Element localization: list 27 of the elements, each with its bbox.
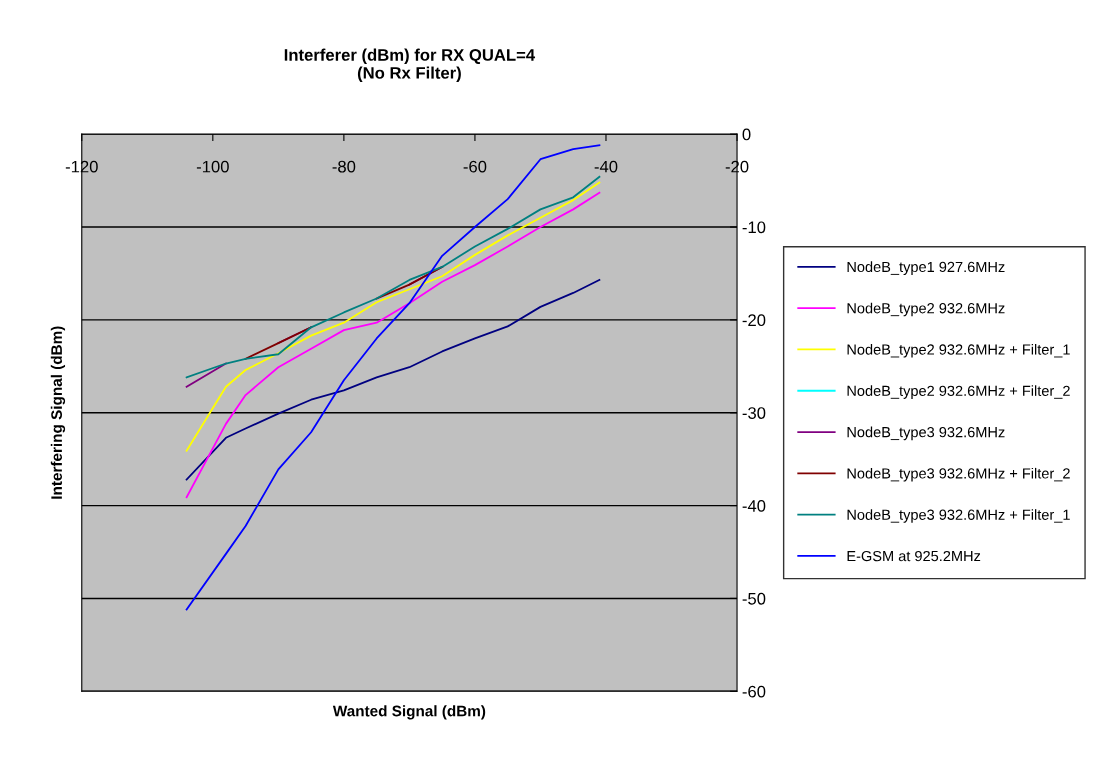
y-tick-label: -60 (742, 685, 766, 698)
line-series (185, 181, 601, 452)
x-tick-label: -20 (725, 160, 749, 173)
y-tick-label: -50 (742, 592, 766, 605)
x-tick-label: -60 (463, 160, 487, 173)
chart-title: Interferer (dBm) for RX QUAL=4 (No Rx Filter) (284, 48, 536, 83)
x-tick-label: -80 (332, 160, 356, 173)
x-axis-title: Wanted Signal (dBm) (332, 705, 486, 720)
y-tick-label: -20 (742, 314, 766, 327)
legend-label: NodeB_type2 932.6MHz + Filter_1 (847, 343, 1070, 358)
y-tick-label: -30 (742, 407, 766, 419)
legend-label: NodeB_type3 932.6MHz (847, 426, 1005, 441)
x-tick-label: -100 (196, 160, 229, 173)
legend-label: NodeB_type3 932.6MHz + Filter_2 (847, 467, 1070, 482)
y-axis-title: Interfering Signal (dBm) (50, 326, 66, 499)
legend-label: NodeB_type1 927.6MHz (847, 261, 1005, 275)
y-tick-label: -40 (742, 499, 766, 512)
line-series (185, 191, 601, 499)
legend-label: NodeB_type3 932.6MHz + Filter_1 (847, 509, 1070, 523)
legend-label: E-GSM at 925.2MHz (847, 550, 981, 562)
legend-label: NodeB_type2 932.6MHz + Filter_2 (847, 385, 1070, 399)
line-series (185, 175, 601, 379)
y-tick-label: 0 (742, 128, 751, 141)
y-tick-label: -10 (742, 221, 766, 234)
legend-label: NodeB_type2 932.6MHz (847, 302, 1005, 317)
x-tick-label: -40 (594, 160, 618, 173)
line-series (185, 279, 601, 481)
